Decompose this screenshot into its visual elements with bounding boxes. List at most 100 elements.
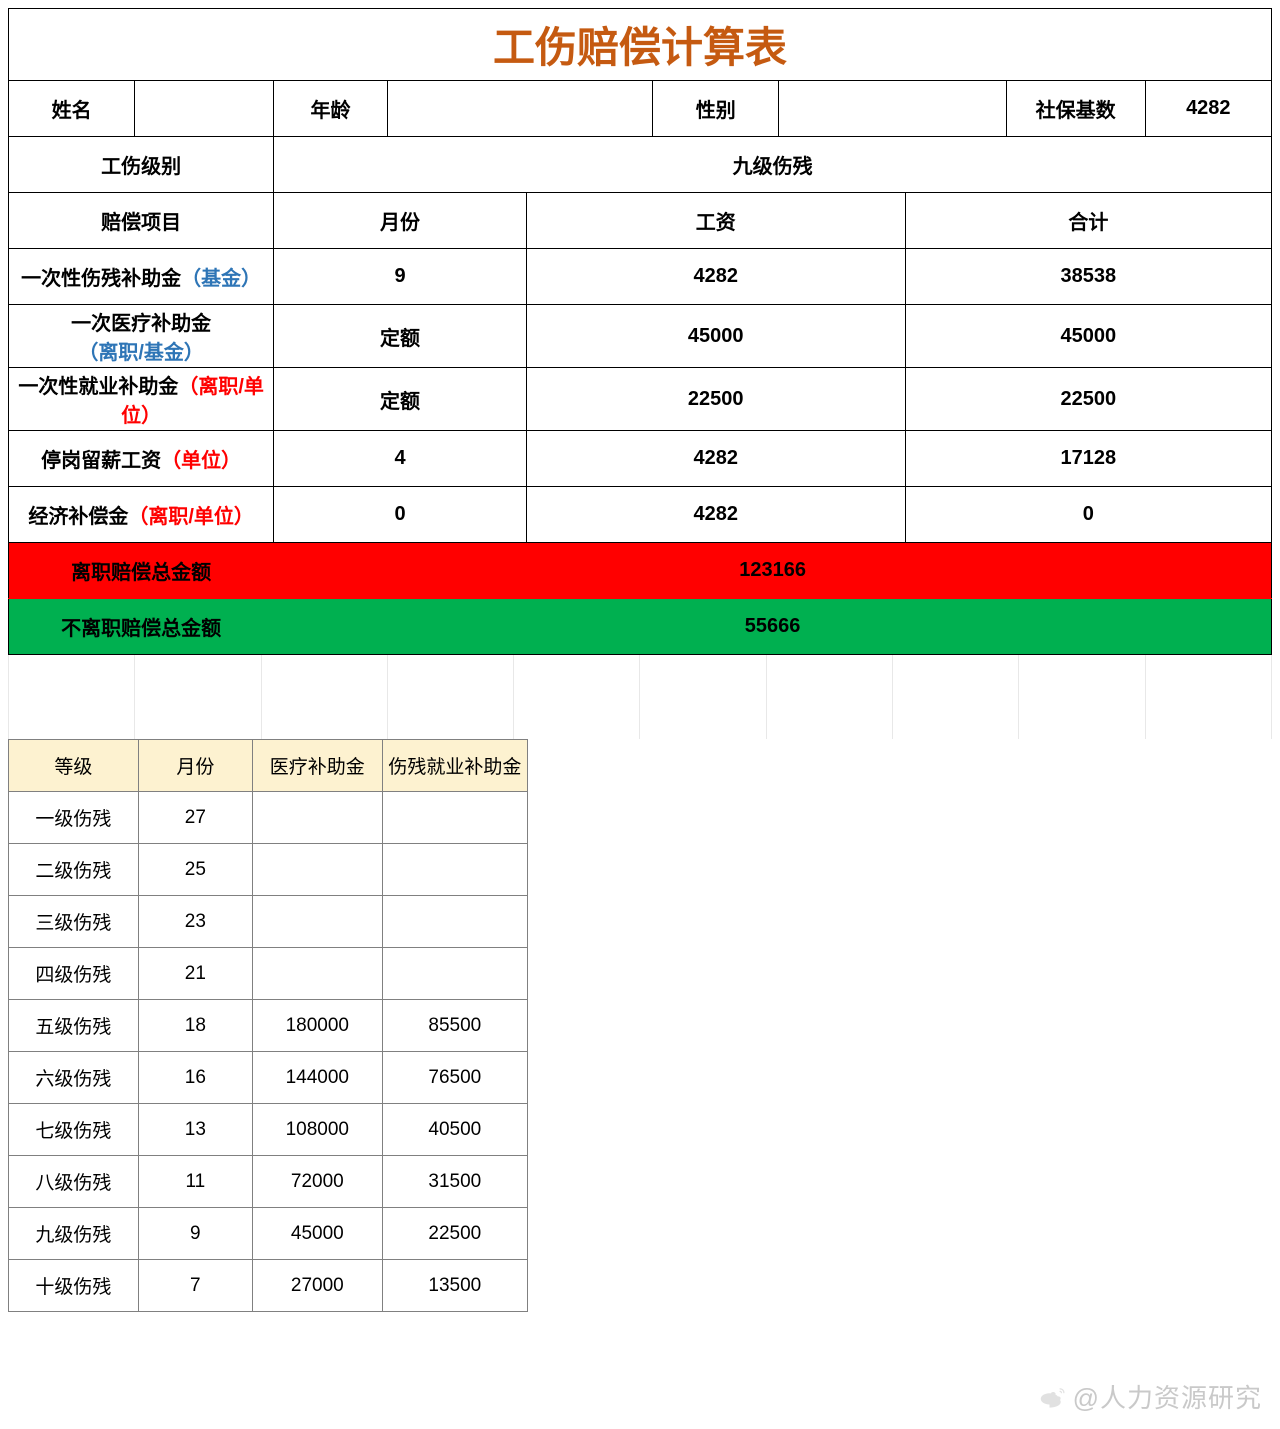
item-note: （基金） — [181, 268, 261, 290]
ref-level: 六级伤残 — [9, 1052, 139, 1104]
item-total: 0 — [905, 487, 1271, 543]
ref-medical — [252, 792, 382, 844]
ref-medical: 72000 — [252, 1156, 382, 1208]
ref-medical: 45000 — [252, 1208, 382, 1260]
gender-label: 性别 — [653, 81, 779, 137]
ref-row: 二级伤残25 — [9, 844, 528, 896]
ref-row: 三级伤残23 — [9, 896, 528, 948]
ref-employment: 13500 — [382, 1260, 527, 1312]
stay-label: 不离职赔偿总金额 — [9, 599, 274, 655]
age-value — [387, 81, 652, 137]
watermark: @人力资源研究 — [1037, 1378, 1262, 1415]
ref-header-row: 等级 月份 医疗补助金 伤残就业补助金 — [9, 740, 528, 792]
ref-medical — [252, 896, 382, 948]
ref-level: 四级伤残 — [9, 948, 139, 1000]
base-value: 4282 — [1145, 81, 1271, 137]
ref-months: 9 — [138, 1208, 252, 1260]
gender-value — [779, 81, 1006, 137]
ref-col-employment: 伤残就业补助金 — [382, 740, 527, 792]
weibo-icon — [1037, 1382, 1067, 1412]
col-months: 月份 — [274, 193, 527, 249]
ref-row: 九级伤残94500022500 — [9, 1208, 528, 1260]
item-name-text: 停岗留薪工资 — [41, 450, 161, 472]
item-row: 一次性伤残补助金（基金）9428238538 — [9, 249, 1272, 305]
item-row: 一次性就业补助金（离职/单位）定额2250022500 — [9, 368, 1272, 431]
ref-employment: 85500 — [382, 1000, 527, 1052]
col-total: 合计 — [905, 193, 1271, 249]
ref-row: 五级伤残1818000085500 — [9, 1000, 528, 1052]
ref-col-months: 月份 — [138, 740, 252, 792]
level-row: 工伤级别 九级伤残 — [9, 137, 1272, 193]
ref-col-level: 等级 — [9, 740, 139, 792]
ref-months: 13 — [138, 1104, 252, 1156]
ref-months: 18 — [138, 1000, 252, 1052]
ref-months: 21 — [138, 948, 252, 1000]
ref-medical — [252, 844, 382, 896]
ref-level: 八级伤残 — [9, 1156, 139, 1208]
name-value — [135, 81, 274, 137]
item-months: 9 — [274, 249, 527, 305]
item-name-text: 经济补偿金 — [28, 506, 128, 528]
header-row: 赔偿项目 月份 工资 合计 — [9, 193, 1272, 249]
ref-medical: 144000 — [252, 1052, 382, 1104]
ref-level: 五级伤残 — [9, 1000, 139, 1052]
item-salary: 22500 — [526, 368, 905, 431]
item-name-text: 一次医疗补助金 — [71, 313, 211, 335]
ref-row: 十级伤残72700013500 — [9, 1260, 528, 1312]
item-months: 4 — [274, 431, 527, 487]
ref-employment: 31500 — [382, 1156, 527, 1208]
stay-summary-row: 不离职赔偿总金额 55666 — [9, 599, 1272, 655]
title-row: 工伤赔偿计算表 — [9, 9, 1272, 81]
item-name: 一次性伤残补助金（基金） — [9, 249, 274, 305]
leave-label: 离职赔偿总金额 — [9, 543, 274, 599]
ref-medical: 108000 — [252, 1104, 382, 1156]
spacer-grid — [8, 655, 1272, 739]
ref-employment — [382, 896, 527, 948]
ref-medical — [252, 948, 382, 1000]
ref-level: 一级伤残 — [9, 792, 139, 844]
item-name: 经济补偿金（离职/单位） — [9, 487, 274, 543]
item-name-text: 一次性就业补助金 — [18, 376, 178, 398]
item-row: 一次医疗补助金（离职/基金）定额4500045000 — [9, 305, 1272, 368]
ref-row: 七级伤残1310800040500 — [9, 1104, 528, 1156]
ref-row: 八级伤残117200031500 — [9, 1156, 528, 1208]
table-title: 工伤赔偿计算表 — [9, 9, 1272, 81]
ref-medical: 180000 — [252, 1000, 382, 1052]
item-months: 定额 — [274, 368, 527, 431]
ref-employment — [382, 948, 527, 1000]
leave-summary-row: 离职赔偿总金额 123166 — [9, 543, 1272, 599]
item-total: 22500 — [905, 368, 1271, 431]
level-label: 工伤级别 — [9, 137, 274, 193]
ref-employment: 76500 — [382, 1052, 527, 1104]
ref-row: 四级伤残21 — [9, 948, 528, 1000]
ref-level: 九级伤残 — [9, 1208, 139, 1260]
ref-medical: 27000 — [252, 1260, 382, 1312]
item-total: 17128 — [905, 431, 1271, 487]
ref-employment — [382, 844, 527, 896]
item-salary: 4282 — [526, 487, 905, 543]
ref-level: 三级伤残 — [9, 896, 139, 948]
item-total: 45000 — [905, 305, 1271, 368]
ref-months: 16 — [138, 1052, 252, 1104]
col-salary: 工资 — [526, 193, 905, 249]
age-label: 年龄 — [274, 81, 388, 137]
ref-col-medical: 医疗补助金 — [252, 740, 382, 792]
ref-months: 25 — [138, 844, 252, 896]
stay-value: 55666 — [274, 599, 1272, 655]
reference-table: 等级 月份 医疗补助金 伤残就业补助金 一级伤残27二级伤残25三级伤残23四级… — [8, 739, 528, 1312]
ref-months: 23 — [138, 896, 252, 948]
leave-value: 123166 — [274, 543, 1272, 599]
ref-employment — [382, 792, 527, 844]
watermark-text: @人力资源研究 — [1073, 1378, 1262, 1415]
item-name: 一次医疗补助金（离职/基金） — [9, 305, 274, 368]
ref-employment: 22500 — [382, 1208, 527, 1260]
info-row: 姓名 年龄 性别 社保基数 4282 — [9, 81, 1272, 137]
level-value: 九级伤残 — [274, 137, 1272, 193]
ref-level: 十级伤残 — [9, 1260, 139, 1312]
ref-level: 七级伤残 — [9, 1104, 139, 1156]
item-months: 0 — [274, 487, 527, 543]
item-name-text: 一次性伤残补助金 — [21, 268, 181, 290]
col-item: 赔偿项目 — [9, 193, 274, 249]
item-row: 停岗留薪工资（单位）4428217128 — [9, 431, 1272, 487]
item-note: （单位） — [161, 450, 241, 472]
